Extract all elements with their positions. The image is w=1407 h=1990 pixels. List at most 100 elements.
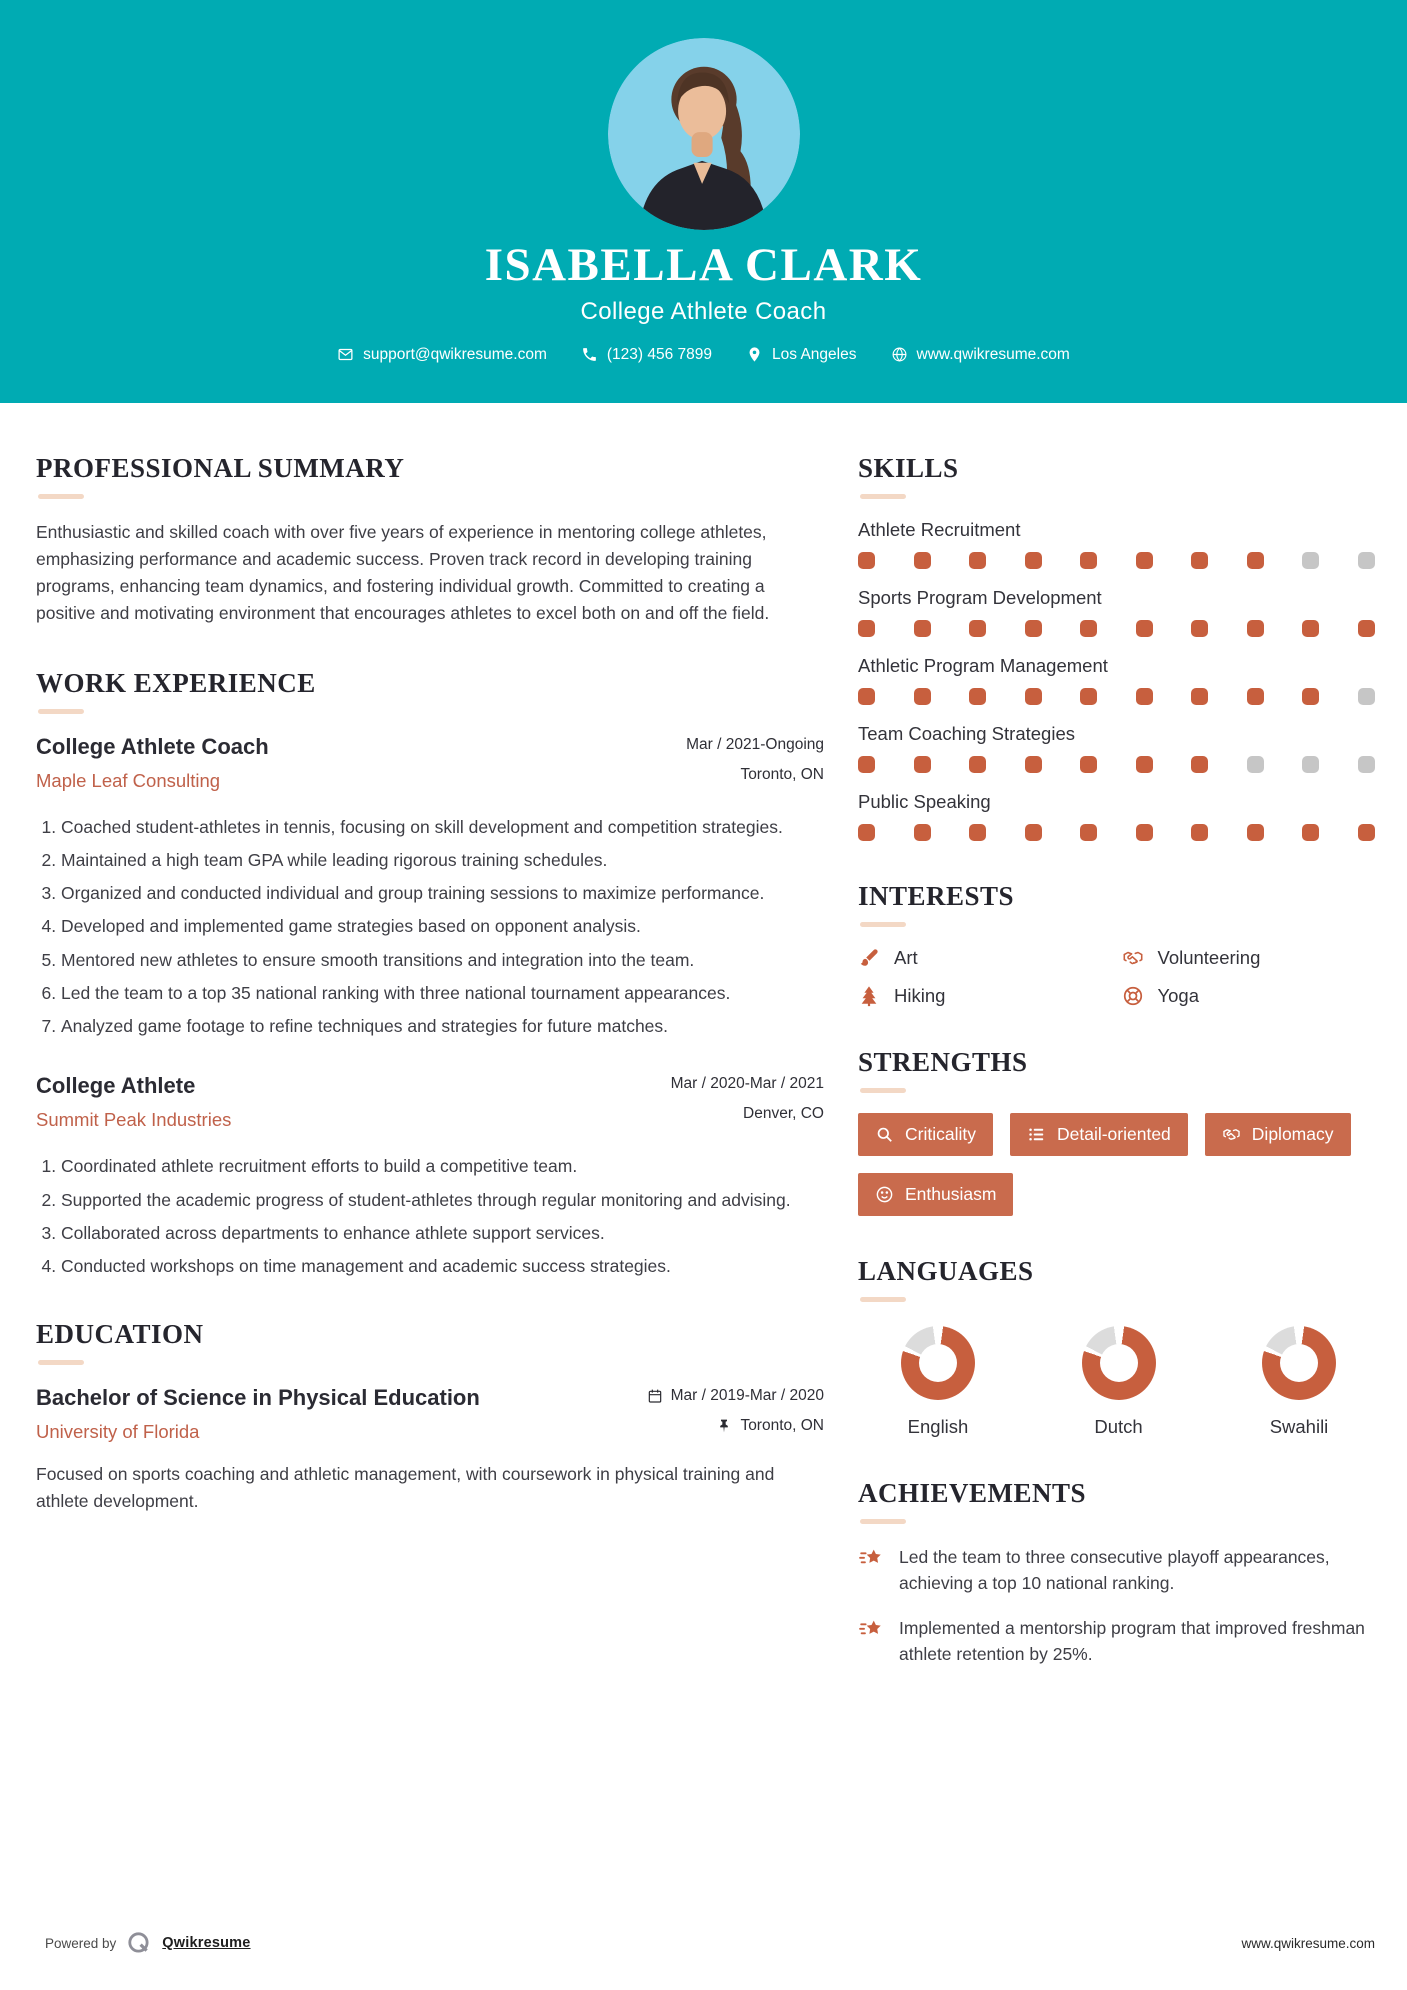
- education-date: Mar / 2019-Mar / 2020: [647, 1387, 824, 1405]
- pushpin-icon: [716, 767, 732, 783]
- interest-item: Art: [858, 947, 1112, 969]
- job-location: Toronto, ON: [662, 766, 824, 784]
- strength-badge: Criticality: [858, 1113, 993, 1156]
- skill-dot-filled: [1357, 824, 1375, 841]
- job-entry-head: College Athlete Coach Maple Leaf Consulti…: [36, 734, 824, 796]
- skill-dot-filled: [969, 552, 987, 569]
- strength-label: Enthusiasm: [905, 1184, 997, 1204]
- skill-dot-filled: [1135, 552, 1153, 569]
- skill-dot-filled: [1191, 552, 1209, 569]
- section-professional-summary: PROFESSIONAL SUMMARY Enthusiastic and sk…: [36, 453, 824, 628]
- main-content: PROFESSIONAL SUMMARY Enthusiastic and sk…: [0, 403, 1407, 1707]
- job-bullet: Organized and conducted individual and g…: [61, 880, 824, 906]
- contact-item: www.qwikresume.com: [891, 346, 1070, 364]
- skill-rating: [858, 756, 1375, 773]
- job-bullet: Collaborated across departments to enhan…: [61, 1220, 824, 1246]
- language-donut-chart: [1081, 1326, 1156, 1400]
- skill-rating: [858, 688, 1375, 705]
- skills-heading: SKILLS: [858, 453, 959, 483]
- skill-dot-filled: [1135, 824, 1153, 841]
- heading-accent-line: [860, 922, 906, 927]
- heading-accent-line: [38, 1360, 84, 1366]
- contact-item: support@qwikresume.com: [337, 346, 547, 364]
- skill-dot-filled: [1302, 824, 1320, 841]
- job-bullet: Conducted workshops on time management a…: [61, 1253, 824, 1279]
- strength-label: Diplomacy: [1251, 1124, 1334, 1144]
- skill-dot-filled: [1191, 756, 1209, 773]
- skill-dot-empty: [1357, 688, 1375, 705]
- job-bullet: Analyzed game footage to refine techniqu…: [61, 1013, 824, 1039]
- strength-badge: Enthusiasm: [858, 1173, 1014, 1216]
- skill-item: Athletic Program Management: [858, 655, 1375, 705]
- skill-dot-filled: [1302, 620, 1320, 637]
- header-banner: ISABELLA CLARK College Athlete Coach sup…: [0, 0, 1407, 403]
- skill-rating: [858, 824, 1375, 841]
- portrait-illustration: [607, 38, 800, 230]
- job-company: Maple Leaf Consulting: [36, 769, 221, 791]
- skill-dot-filled: [913, 552, 931, 569]
- language-label: Swahili: [1269, 1416, 1329, 1437]
- job-date: Mar / 2020-Mar / 2021: [647, 1075, 824, 1093]
- calendar-icon: [662, 737, 678, 753]
- skill-dot-filled: [1191, 620, 1209, 637]
- skill-dot-filled: [1191, 824, 1209, 841]
- contact-text: (123) 456 7899: [606, 345, 713, 363]
- skill-item: Sports Program Development: [858, 587, 1375, 637]
- language-item: English: [868, 1326, 1008, 1438]
- skill-dot-filled: [858, 620, 875, 637]
- heading-accent-line: [38, 494, 84, 499]
- skill-dot-filled: [1191, 688, 1209, 705]
- skills-container: Athlete Recruitment Sports Program Develo…: [858, 519, 1375, 841]
- calendar-icon: [647, 1076, 663, 1092]
- skill-dot-filled: [1135, 756, 1153, 773]
- interest-label: Hiking: [894, 985, 946, 1006]
- skill-dot-filled: [969, 620, 987, 637]
- skill-dot-filled: [858, 824, 875, 841]
- interests-heading: INTERESTS: [858, 881, 1015, 911]
- section-interests: INTERESTS Art Volunteering Hiking Yoga: [858, 881, 1375, 1007]
- contact-item: (123) 456 7899: [581, 346, 712, 364]
- right-column: SKILLS Athlete Recruitment Sports Program…: [858, 453, 1375, 1707]
- skill-dot-filled: [1135, 620, 1153, 637]
- skill-dot-filled: [1080, 756, 1098, 773]
- education-date-text: Mar / 2019-Mar / 2020: [670, 1387, 824, 1405]
- skill-dot-filled: [1246, 620, 1264, 637]
- job-company: Summit Peak Industries: [36, 1109, 232, 1131]
- strength-badge: Detail-oriented: [1009, 1113, 1188, 1156]
- interest-label: Art: [894, 947, 918, 968]
- pushpin-icon: [719, 1106, 735, 1122]
- shooting-star-icon: [858, 1546, 885, 1573]
- shooting-star-icon: [858, 1617, 885, 1644]
- job-bullet: Coordinated athlete recruitment efforts …: [61, 1153, 824, 1179]
- phone-icon: [581, 346, 598, 363]
- skill-dot-filled: [969, 756, 987, 773]
- powered-by-label: Powered by: [45, 1935, 117, 1951]
- job-titles: College Athlete Summit Peak Industries: [36, 1073, 231, 1131]
- interest-item: Hiking: [858, 985, 1112, 1007]
- achievements-heading: ACHIEVEMENTS: [858, 1478, 1087, 1508]
- smiley-icon: [875, 1185, 894, 1204]
- footer-website: www.qwikresume.com: [1241, 1935, 1375, 1951]
- achievement-text: Implemented a mentorship program that im…: [899, 1617, 1365, 1664]
- page-footer: Powered by Qwikresume www.qwikresume.com: [0, 1914, 1407, 1990]
- pine-tree-icon: [858, 985, 880, 1007]
- contact-text: www.qwikresume.com: [916, 345, 1070, 363]
- interest-label: Yoga: [1157, 985, 1200, 1006]
- location-pin-icon: [746, 346, 763, 363]
- languages-heading: LANGUAGES: [858, 1256, 1034, 1286]
- skill-rating: [858, 552, 1375, 569]
- experience-heading: WORK EXPERIENCE: [36, 667, 316, 698]
- paintbrush-icon: [858, 947, 880, 969]
- section-education: EDUCATION Bachelor of Science in Physica…: [36, 1319, 824, 1515]
- job-title: College Athlete Coach: [36, 733, 269, 759]
- qwikresume-brand-link[interactable]: Qwikresume: [162, 1935, 251, 1951]
- job-location-text: Toronto, ON: [740, 765, 824, 783]
- education-entry: Bachelor of Science in Physical Educatio…: [36, 1385, 824, 1515]
- job-meta: Mar / 2021-Ongoing Toronto, ON: [662, 734, 824, 796]
- profile-photo: [607, 38, 800, 230]
- job-bullet: Maintained a high team GPA while leading…: [61, 847, 824, 873]
- contact-item: Los Angeles: [746, 346, 857, 364]
- skill-dot-empty: [1357, 756, 1375, 773]
- skill-dot-filled: [1357, 620, 1375, 637]
